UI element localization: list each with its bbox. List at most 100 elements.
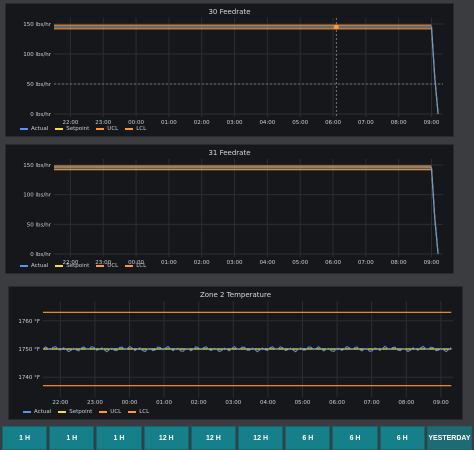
x-tick-label: 07:00: [358, 260, 374, 266]
legend-item[interactable]: Actual: [20, 263, 48, 269]
y-tick-label: 1740 °F: [18, 375, 40, 381]
y-tick-label: 1760 °F: [18, 319, 40, 325]
x-tick-label: 02:00: [194, 120, 210, 126]
legend-label: Setpoint: [69, 409, 93, 415]
panel-title: 31 Feedrate: [208, 149, 251, 157]
x-tick-label: 06:00: [325, 120, 341, 126]
chart-30-feedrate: 150 lbs/hr 100 lbs/hr 50 lbs/hr 0 lbs/hr 22:…: [23, 18, 443, 126]
x-tick-label: 01:00: [156, 400, 172, 406]
legend-label: Setpoint: [66, 126, 90, 132]
x-tick-label: 02:00: [191, 400, 207, 406]
x-tick-label: 06:00: [325, 260, 341, 266]
time-range-button[interactable]: YESTERDAY: [426, 426, 473, 450]
x-tick-label: 06:00: [329, 400, 345, 406]
x-tick-label: 22:00: [62, 260, 78, 266]
legend-swatch: [125, 128, 134, 130]
time-range-button[interactable]: 12 H: [143, 426, 189, 450]
legend-label: UCL: [107, 263, 119, 269]
legend-label: UCL: [107, 126, 119, 132]
legend-label: Actual: [31, 126, 49, 132]
y-tick-label: 50 lbs/hr: [27, 82, 52, 88]
x-tick-label: 04:00: [259, 120, 275, 126]
y-tick-label: 100 lbs/hr: [23, 52, 51, 58]
panel-title: Zone 2 Temperature: [199, 291, 272, 299]
y-tick-label: 150 lbs/hr: [23, 163, 51, 169]
x-tick-label: 01:00: [161, 260, 177, 266]
legend-item[interactable]: UCL: [96, 263, 118, 269]
x-tick-label: 22:00: [52, 400, 68, 406]
x-tick-label: 07:00: [364, 400, 380, 406]
series-line-actual: [54, 167, 439, 255]
x-tick-label: 05:00: [292, 120, 308, 126]
legend-item[interactable]: Setpoint: [55, 263, 89, 269]
series-line-setpoint: [54, 167, 439, 255]
legend-item[interactable]: LCL: [125, 126, 146, 132]
legend-swatch: [55, 265, 64, 267]
x-tick-label: 23:00: [95, 120, 111, 126]
chart-31-feedrate: 150 lbs/hr 100 lbs/hr 50 lbs/hr 0 lbs/hr 22:…: [23, 159, 443, 266]
time-range-button[interactable]: 1 H: [49, 426, 95, 450]
x-tick-label: 00:00: [128, 120, 144, 126]
legend-swatch: [20, 128, 28, 130]
x-tick-label: 00:00: [128, 260, 144, 266]
y-tick-label: 50 lbs/hr: [27, 222, 52, 228]
y-tick-label: 1750 °F: [18, 347, 40, 353]
y-tick-label: 100 lbs/hr: [23, 193, 51, 199]
legend-swatch: [128, 411, 137, 413]
legend: Actual Setpoint UCL LCL: [20, 263, 146, 269]
x-tick-label: 09:00: [424, 260, 440, 266]
legend-swatch: [125, 265, 134, 267]
legend: Actual Setpoint UCL LCL: [20, 126, 146, 132]
series-line-actual: [54, 26, 439, 115]
chart-zone-2-temperature: 1760 °F 1750 °F 1740 °F 22:00 23:00 00:00 01:0…: [18, 301, 453, 406]
time-range-button[interactable]: 1 H: [96, 426, 142, 450]
legend-swatch: [20, 265, 28, 267]
series-line-setpoint: [54, 26, 439, 115]
x-tick-label: 08:00: [391, 120, 407, 126]
x-tick-label: 03:00: [227, 120, 243, 126]
legend-item[interactable]: UCL: [96, 126, 118, 132]
legend-label: LCL: [136, 263, 147, 269]
y-tick-label: 0 lbs/hr: [30, 252, 51, 258]
x-tick-label: 09:00: [424, 120, 440, 126]
y-tick-label: 150 lbs/hr: [23, 22, 51, 28]
series-line-actual: [42, 345, 452, 353]
legend-label: Setpoint: [66, 263, 90, 269]
x-tick-label: 02:00: [194, 260, 210, 266]
x-tick-label: 01:00: [161, 120, 177, 126]
legend-item[interactable]: UCL: [99, 409, 121, 415]
x-tick-label: 03:00: [225, 400, 241, 406]
legend-swatch: [58, 411, 67, 413]
time-range-button[interactable]: 12 H: [238, 426, 284, 450]
time-range-button[interactable]: 1 H: [2, 426, 48, 450]
legend-swatch: [99, 411, 108, 413]
time-range-button[interactable]: 12 H: [190, 426, 237, 450]
legend-item[interactable]: LCL: [128, 409, 149, 415]
x-tick-label: 00:00: [122, 400, 138, 406]
legend: Actual Setpoint UCL LCL: [23, 409, 149, 415]
x-tick-label: 04:00: [260, 400, 276, 406]
time-range-button[interactable]: 6 H: [379, 426, 425, 450]
panel-zone-2-temperature: Zone 2 Temperature 1760 °F 1750 °F 1740 °F…: [8, 286, 463, 420]
time-range-button[interactable]: 6 H: [285, 426, 331, 450]
legend-swatch: [55, 128, 64, 130]
panel-title: 30 Feedrate: [208, 8, 251, 16]
legend-label: Actual: [34, 409, 52, 415]
legend-label: Actual: [31, 263, 49, 269]
x-tick-label: 03:00: [227, 260, 243, 266]
legend-swatch: [96, 128, 105, 130]
x-tick-label: 23:00: [95, 260, 111, 266]
x-tick-label: 05:00: [292, 260, 308, 266]
legend-item[interactable]: LCL: [125, 263, 146, 269]
legend-item[interactable]: Actual: [20, 126, 48, 132]
x-tick-label: 23:00: [87, 400, 103, 406]
legend-item[interactable]: Actual: [23, 409, 51, 415]
legend-item[interactable]: Setpoint: [58, 409, 92, 415]
x-tick-label: 07:00: [358, 120, 374, 126]
legend-item[interactable]: Setpoint: [55, 126, 89, 132]
legend-swatch: [23, 411, 31, 413]
time-range-button[interactable]: 6 H: [332, 426, 378, 450]
x-tick-label: 04:00: [259, 260, 275, 266]
hover-point: [333, 24, 339, 30]
